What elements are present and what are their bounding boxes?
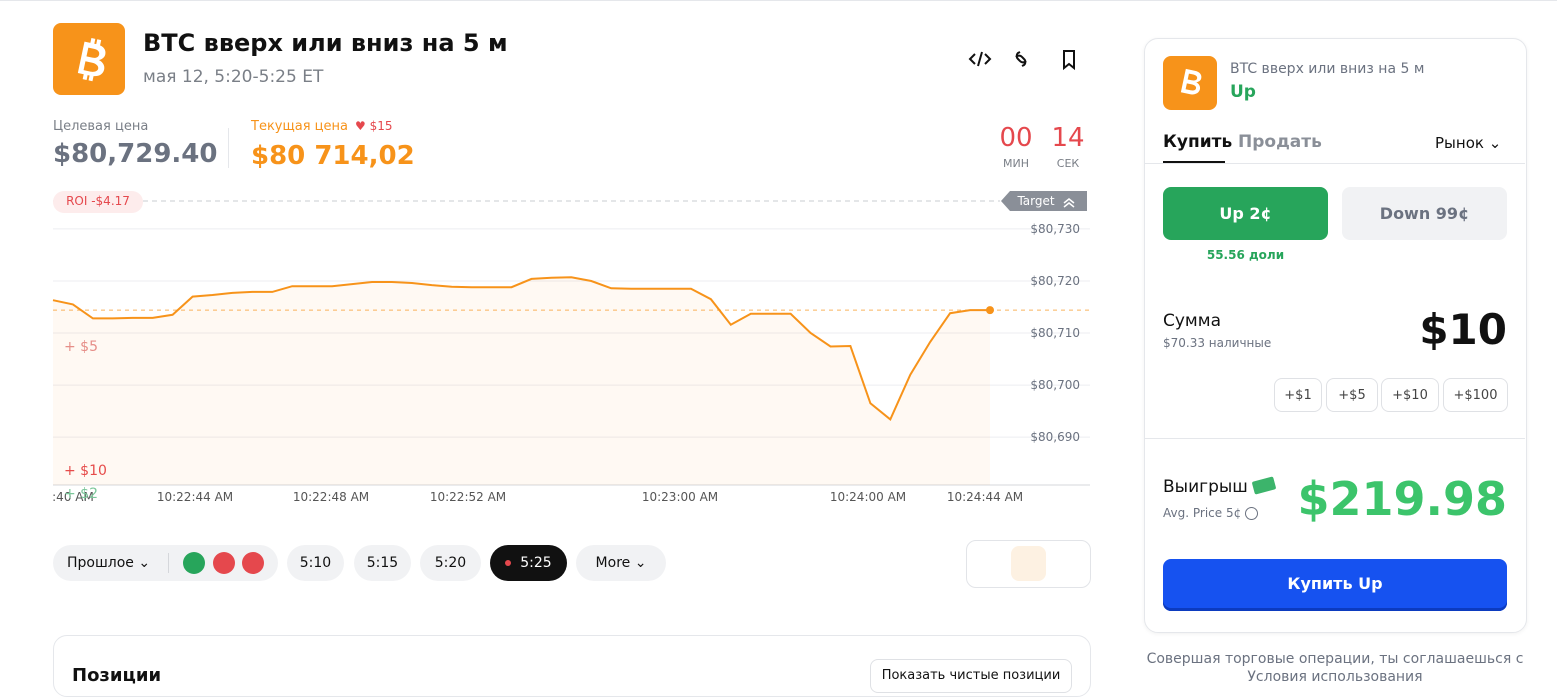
avg-price: Avg. Price 5¢ [1163,506,1259,520]
target-label: Target [1016,194,1054,208]
time-text: 5:10 [299,555,332,571]
header-icons[interactable] [966,47,1086,71]
more-button[interactable]: More ⌄ [576,545,666,581]
positions-title: Позиции [72,665,162,686]
y-tick-label: $80,720 [1030,274,1080,288]
roi-label: ROI -$4.17 [66,194,130,208]
x-tick-label: :40 AM [52,490,94,504]
increment[interactable]: +$1 [1274,378,1322,412]
panel-outcome: Up [1230,82,1256,102]
minutes-label: МИН [1003,157,1029,170]
more-text: More [595,555,631,571]
target-label: Целевая цена [53,119,149,134]
chart: ROI -$4.17 Target $80,690 $80,700 $80,710 $… [52,191,1090,504]
pnl-marker: + $2 [64,486,98,502]
order-type-text: Рынок [1435,134,1484,152]
area [53,277,990,485]
x-tick-label: 10:24:44 AM [947,490,1023,504]
x-tick-label: 10:23:00 AM [642,490,718,504]
divider [1145,438,1525,439]
minutes: 00 [999,123,1033,153]
increment[interactable]: +$5 [1326,378,1378,412]
cash: $70.33 наличные [1163,336,1272,350]
roi-pill [53,191,143,213]
divider [1145,163,1525,164]
y-tick-label: $80,730 [1030,222,1080,236]
time-text: 5:20 [434,555,467,571]
current-value: $80 714,02 [251,141,415,171]
title: BTC вверх или вниз на 5 м [143,29,508,57]
time-button[interactable]: 5:25 [490,545,567,581]
time-button[interactable]: 5:15 [354,545,411,581]
shares: 55.56 доли [1206,248,1285,262]
x-tick-label: 10:22:48 AM [293,490,369,504]
x-tick-label: 10:24:00 AM [830,490,906,504]
time-text: 5:25 [520,555,552,571]
terms-link[interactable]: Условия использования [1247,669,1423,685]
time-text: 5:15 [366,555,399,571]
seconds: 14 [1051,123,1085,153]
past-text: Прошлое [67,555,134,571]
chart-type-switch[interactable] [966,540,1091,588]
amount[interactable]: $10 [1419,305,1507,354]
x-tick-label: 10:22:52 AM [430,490,506,504]
subtitle: мая 12, 5:20-5:25 ET [143,67,324,87]
down-button[interactable]: Down 99¢ [1342,187,1507,240]
increment[interactable]: +$10 [1381,378,1439,412]
current-dot [986,306,994,315]
btc-icon [77,38,106,82]
pnl-marker: + $5 [64,339,98,355]
past-dropdown[interactable]: Прошлое ⌄ [53,545,278,581]
y-tick-label: $80,690 [1030,430,1080,444]
y-tick-label: $80,710 [1030,326,1080,340]
increment[interactable]: +$100 [1443,378,1508,412]
win-label: Выигрыш [1163,476,1277,497]
tab-buy[interactable]: Купить [1163,132,1233,152]
order-type[interactable]: Рынок ⌄ [1435,134,1502,152]
target-value: $80,729.40 [53,139,218,169]
top-border [0,0,1557,1]
amount-label: Сумма [1163,311,1221,331]
tab-underline [1163,161,1225,163]
divider [228,128,229,168]
tab-sell[interactable]: Продать [1238,132,1322,152]
avg-price-text: Avg. Price 5¢ [1163,506,1242,520]
time-button[interactable]: 5:10 [287,545,344,581]
up-button[interactable]: Up 2¢ [1163,187,1328,240]
win-label-text: Выигрыш [1163,477,1248,497]
current-label: Текущая цена [251,119,348,134]
current-delta: ♥ $15 [355,119,393,133]
terms-text: Совершая торговые операции, ты соглашаеш… [1146,651,1524,667]
price-line [52,276,990,421]
panel-logo [1163,56,1217,110]
win-value: $219.98 [1297,472,1507,526]
time-button[interactable]: 5:20 [420,545,481,581]
x-tick-label: 10:22:44 AM [157,490,233,504]
y-tick-label: $80,700 [1030,378,1080,392]
trade-panel [1144,38,1527,633]
buy-button[interactable]: Купить Up [1163,559,1507,611]
btc-logo [53,23,125,95]
delta-text: $15 [369,119,393,133]
panel-title: BTC вверх или вниз на 5 м [1230,61,1425,77]
seconds-label: СЕК [1056,157,1080,170]
pnl-marker: + $10 [64,463,107,479]
net-positions-button[interactable]: Показать чистые позиции [870,659,1072,693]
